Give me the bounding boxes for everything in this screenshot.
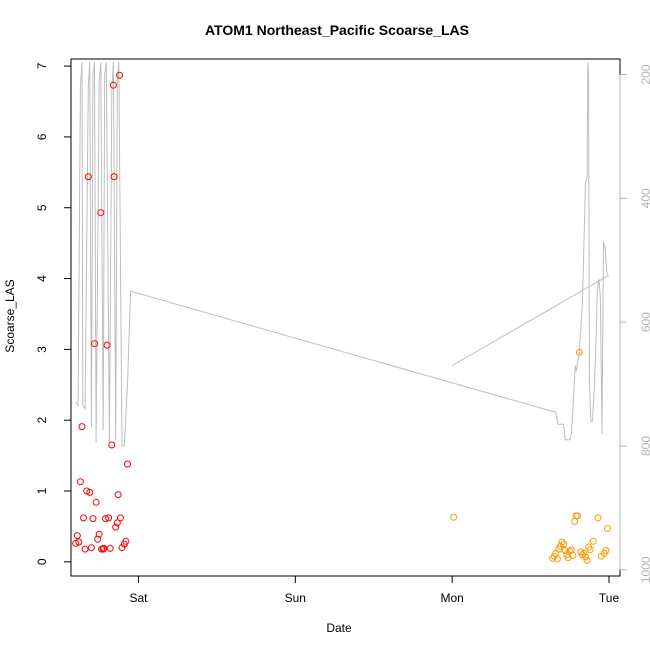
data-point [571, 518, 578, 525]
data-point [580, 549, 588, 557]
data-point [91, 340, 98, 348]
chart-title: ATOM1 Northeast_Pacific Scoarse_LAS [205, 22, 469, 38]
y2-tick-label: 1000 [639, 556, 650, 583]
y-tick-label: 6 [35, 133, 49, 140]
points-layer [72, 71, 611, 564]
y-tick-label: 7 [35, 62, 49, 69]
data-point [569, 552, 577, 559]
data-point [80, 514, 87, 522]
x-tick-label: Mon [440, 591, 463, 605]
data-point [583, 556, 591, 564]
data-point [575, 348, 583, 356]
y-tick-label: 4 [35, 275, 49, 282]
line-layer [75, 62, 609, 447]
data-point [558, 538, 566, 546]
depth-line [75, 62, 609, 447]
data-point [108, 441, 116, 449]
y-tick-label: 0 [35, 558, 49, 565]
data-point [582, 553, 589, 561]
y-tick-label: 1 [35, 487, 49, 494]
data-point [567, 546, 575, 554]
data-point [99, 545, 107, 553]
data-point [94, 535, 102, 543]
data-point [106, 544, 114, 552]
data-point [116, 514, 124, 522]
data-point [81, 545, 89, 553]
data-point [122, 537, 130, 545]
data-point [118, 544, 126, 552]
y-tick-label: 2 [35, 417, 49, 424]
plot-frame [70, 58, 621, 577]
data-point [84, 173, 92, 181]
x-tick-label: Tue [599, 591, 620, 605]
data-point [450, 513, 458, 521]
data-point [89, 515, 97, 523]
data-point [604, 525, 611, 532]
data-point [105, 514, 113, 522]
data-point [114, 491, 122, 499]
data-point [92, 498, 100, 506]
data-point [87, 544, 95, 552]
data-point [78, 423, 86, 431]
data-point [86, 488, 94, 496]
data-point [594, 514, 602, 522]
data-point [75, 538, 83, 546]
y-axis: 0 1 2 3 4 5 6 7 [35, 62, 72, 565]
data-point [76, 478, 84, 486]
y2-tick-label: 200 [639, 64, 650, 84]
y2-tick-label: 600 [639, 312, 650, 332]
data-point [116, 71, 124, 79]
data-point [589, 537, 597, 545]
y-axis-title: Scoarse_LAS [3, 279, 17, 352]
data-point [549, 554, 557, 562]
x-axis-title: Date [326, 621, 352, 635]
data-point [73, 532, 81, 540]
x-axis: Sat Sun Mon Tue [129, 575, 620, 605]
y-tick-label: 3 [35, 346, 49, 353]
y2-axis: 200 400 600 800 1000 [619, 64, 650, 583]
data-point [560, 540, 567, 548]
data-point [553, 555, 561, 563]
x-tick-label: Sun [285, 591, 306, 605]
y-tick-label: 5 [35, 204, 49, 211]
data-point [95, 530, 103, 538]
data-point [112, 523, 120, 531]
data-point [97, 209, 105, 217]
data-point [586, 546, 594, 554]
y2-tick-label: 800 [639, 436, 650, 456]
y2-tick-label: 400 [639, 188, 650, 208]
data-point [602, 547, 610, 554]
data-point [110, 173, 118, 181]
data-point [113, 519, 121, 527]
data-point [103, 341, 111, 349]
data-point [124, 460, 131, 468]
x-tick-label: Sat [129, 591, 148, 605]
data-point [109, 81, 117, 89]
data-point [102, 515, 109, 523]
data-point [574, 512, 582, 520]
